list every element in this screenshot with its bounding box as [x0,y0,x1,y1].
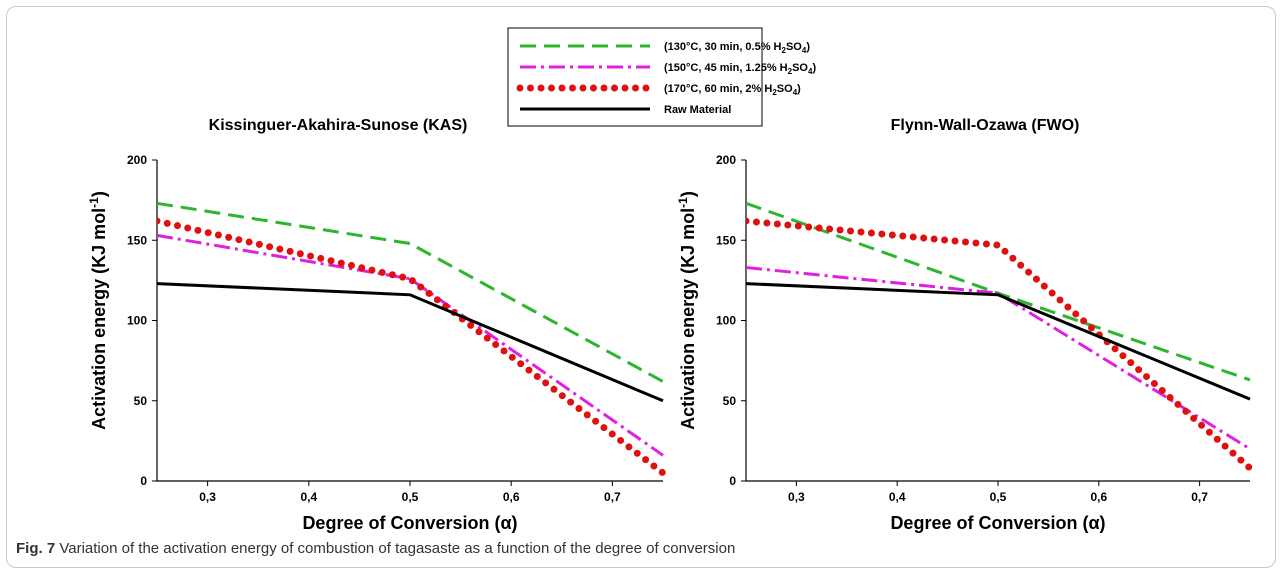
figure-frame [6,6,1276,568]
legend-entry-raw-material: Raw Material [664,104,731,116]
series-line-acid-150c [157,233,664,457]
y-tick-label: 50 [723,394,737,408]
x-tick-label: 0,3 [788,490,805,504]
x-tick-label: 0,7 [1191,490,1208,504]
y-tick-label: 150 [127,233,147,247]
x-axis-label: Degree of Conversion (α) [890,513,1105,533]
chart-panel-kas: Kissinguer-Akahira-Sunose (KAS) 0 50 100 15… [87,117,667,533]
series-line-acid-170c [157,217,667,477]
y-tick-label: 200 [127,153,147,167]
legend-entry-170c: (170°C, 60 min, 2% H2SO4) [664,83,801,97]
legend-entry-130c: (130°C, 30 min, 0.5% H2SO4) [664,41,810,55]
chart-title: Flynn-Wall-Ozawa (FWO) [891,117,1080,134]
chart-title: Kissinguer-Akahira-Sunose (KAS) [209,117,468,134]
series-line-acid-130c [157,201,664,383]
caption-text: Variation of the activation energy of co… [59,540,736,557]
y-tick-label: 0 [140,474,147,488]
axes-frame [156,160,663,482]
figure-caption: Fig. 7 Variation of the activation energ… [16,540,735,557]
x-axis-label: Degree of Conversion (α) [302,513,517,533]
axes-frame [745,160,1250,482]
x-tick-label: 0,3 [199,490,216,504]
legend-entry-150c: (150°C, 45 min, 1.25% H2SO4) [664,62,816,76]
y-tick-label: 200 [716,153,736,167]
series-line-acid-150c [746,266,1251,451]
x-tick-label: 0,5 [990,490,1007,504]
legend: (130°C, 30 min, 0.5% H2SO4) (150°C, 45 mi… [507,27,816,127]
caption-label: Fig. 7 [16,540,56,557]
x-tick-label: 0,6 [503,490,520,504]
chart-panel-fwo: Flynn-Wall-Ozawa (FWO) 0 50 100 150 200 0,3 0,… [676,117,1254,533]
y-tick-label: 100 [716,314,736,328]
y-tick-label: 0 [729,474,736,488]
y-tick-label: 50 [134,394,148,408]
x-tick-label: 0,7 [604,490,621,504]
series-line-acid-170c [746,217,1254,472]
x-tick-label: 0,5 [402,490,419,504]
x-tick-label: 0,6 [1090,490,1107,504]
y-axis-label: Activation energy (KJ mol-1) [87,191,109,430]
x-tick-label: 0,4 [889,490,906,504]
y-axis-label: Activation energy (KJ mol-1) [676,191,698,430]
series-line-raw-material [746,282,1251,401]
series-line-raw-material [157,282,664,403]
y-tick-label: 150 [716,233,736,247]
y-tick-label: 100 [127,314,147,328]
x-tick-label: 0,4 [300,490,317,504]
